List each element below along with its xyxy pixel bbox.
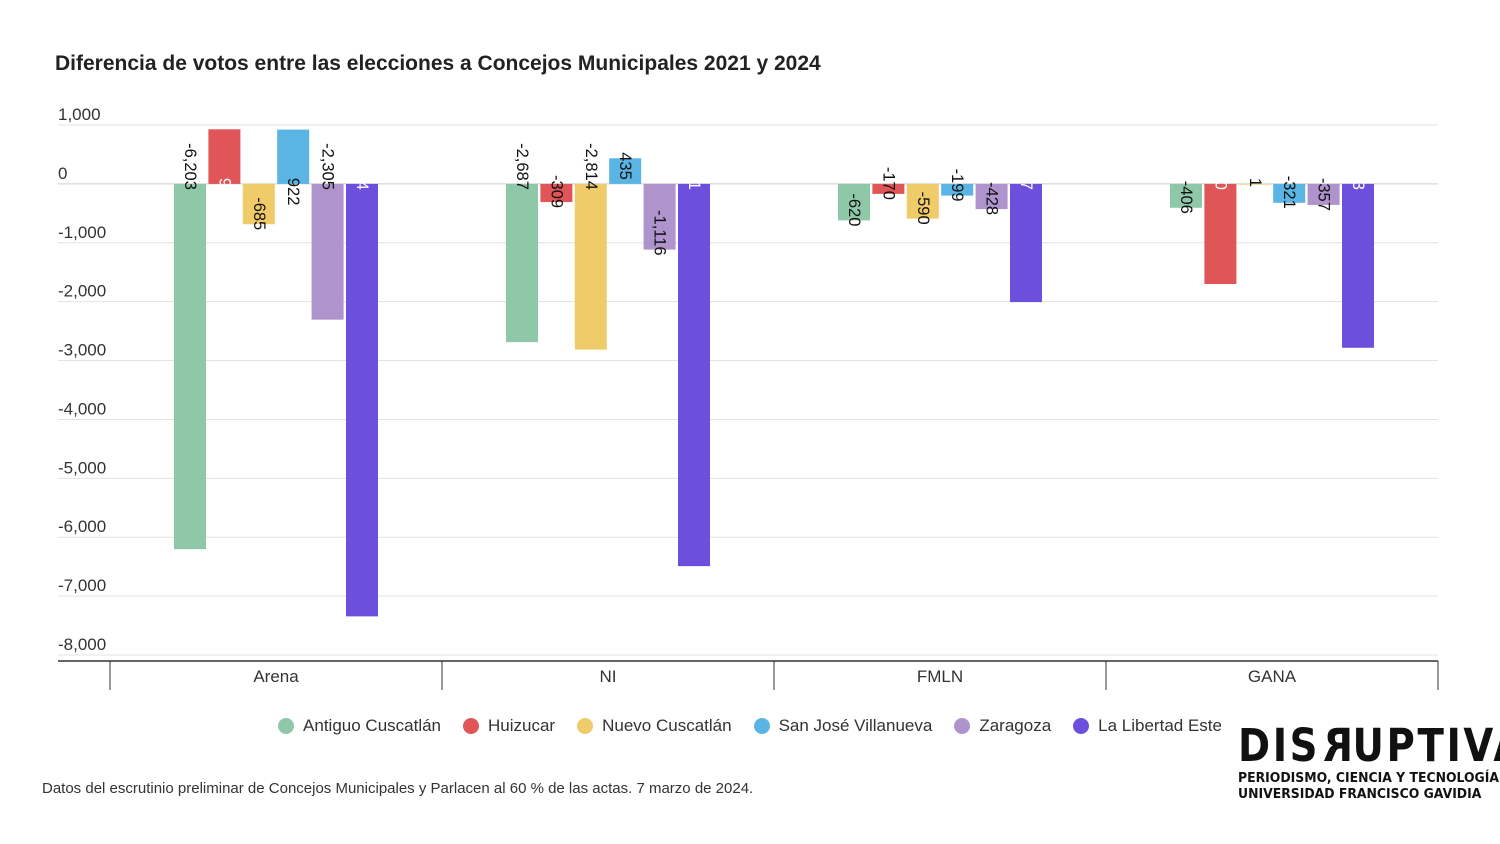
bar — [242, 183, 275, 225]
legend-item: Zaragoza — [954, 716, 1051, 736]
y-tick-label: 1,000 — [58, 105, 101, 124]
bar — [1204, 183, 1237, 284]
footnote: Datos del escrutinio preliminar de Conce… — [42, 780, 754, 797]
legend-item: Nuevo Cuscatlán — [577, 716, 732, 736]
y-tick-label: -6,000 — [58, 517, 106, 536]
bar-value-label: -590 — [914, 192, 932, 225]
y-axis-ticks: 1,000 0 -1,000 -2,000 -3,000 -4,000 -5,000 -6,0… — [58, 105, 106, 654]
legend-swatch — [463, 718, 480, 734]
bar-value-label: -309 — [547, 175, 565, 208]
x-tick-label: FMLN — [917, 667, 963, 686]
bar-value-label: -357 — [1315, 178, 1333, 211]
y-tick-label: -4,000 — [58, 399, 106, 418]
bar-value-label: -199 — [948, 169, 966, 202]
legend-swatch — [577, 718, 594, 734]
bar — [346, 183, 378, 617]
bar — [906, 183, 939, 219]
bar — [941, 183, 974, 196]
bar-value-label: 927 — [215, 178, 233, 206]
y-tick-label: -7,000 — [58, 576, 106, 595]
logo-tagline: PERIODISMO, CIENCIA Y TECNOLOGÍA — [1238, 770, 1499, 786]
x-axis: Arena NI FMLN GANA — [58, 660, 1439, 690]
bar-chart: 1,000 0 -1,000 -2,000 -3,000 -4,000 -5,000 -6,0… — [58, 105, 1439, 690]
logo-university: UNIVERSIDAD FRANCISCO GAVIDIA — [1238, 786, 1482, 802]
legend-swatch — [954, 718, 971, 734]
bar — [1238, 183, 1271, 185]
disruptiva-logo: DISRUPTIVA PERIODISMO, CIENCIA Y TECNOLO… — [1238, 719, 1500, 802]
bar-value-label: 435 — [616, 152, 634, 180]
legend-label: Nuevo Cuscatlán — [602, 716, 732, 735]
bar — [208, 129, 241, 184]
legend-item: Huizucar — [463, 716, 555, 736]
legend-item: Antiguo Cuscatlán — [278, 716, 441, 736]
bar-value-label: -1,116 — [651, 210, 669, 256]
bar-value-label: -428 — [983, 182, 1001, 215]
logo-word-end: UPTIVA — [1352, 719, 1500, 772]
legend-item: La Libertad Este — [1073, 716, 1222, 736]
bar — [1273, 183, 1306, 203]
y-tick-label: -3,000 — [58, 341, 106, 360]
legend: Antiguo Cuscatlán Huizucar Nuevo Cuscatlán… — [0, 716, 1500, 736]
legend-label: Antiguo Cuscatlán — [303, 716, 442, 735]
bar — [678, 183, 710, 567]
legend-swatch — [278, 718, 295, 734]
bar — [174, 183, 206, 550]
bar-value-label: -2,783 — [1349, 143, 1367, 190]
bar — [1170, 183, 1202, 208]
bar — [838, 183, 870, 221]
legend-label: Huizucar — [488, 716, 556, 735]
x-tick-label: GANA — [1248, 667, 1297, 686]
bars — [174, 129, 1374, 617]
chart-title: Diferencia de votos entre las elecciones… — [55, 52, 821, 75]
legend-swatch — [753, 718, 770, 734]
legend-swatch — [1073, 718, 1090, 734]
bar — [277, 129, 310, 184]
x-tick-label: Arena — [253, 667, 299, 686]
bar — [1342, 183, 1374, 348]
bar-value-label: -406 — [1177, 181, 1195, 214]
bar-value-label: -170 — [879, 167, 897, 200]
bar — [506, 183, 538, 343]
bar — [872, 183, 905, 194]
legend-label: La Libertad Este — [1098, 716, 1222, 735]
bar-value-label: 1 — [1246, 178, 1264, 187]
bar — [609, 158, 642, 184]
bar-value-label: -6,203 — [181, 143, 199, 190]
y-tick-label: -5,000 — [58, 458, 106, 477]
legend-label: San José Villanueva — [778, 716, 933, 735]
bar — [311, 183, 344, 320]
x-tick-label: NI — [600, 667, 617, 686]
logo-wordmark: DISRUPTIVA — [1238, 719, 1500, 772]
legend-item: San José Villanueva — [753, 716, 933, 736]
bar — [643, 183, 676, 250]
bar-value-label: -2,007 — [1017, 143, 1035, 190]
bar — [1010, 183, 1042, 303]
logo-word-start: DIS — [1238, 719, 1321, 772]
bar-value-label: -2,814 — [582, 143, 600, 190]
bar-labels: -6,203 927 -685 922 -2,305 -7,344 -2,687 -309 -2… — [181, 143, 1367, 256]
bar-value-label: -620 — [845, 193, 863, 226]
bar-value-label: -685 — [250, 197, 268, 230]
bar-value-label: -7,344 — [353, 143, 371, 190]
y-tick-label: -1,000 — [58, 223, 106, 242]
bar — [574, 183, 607, 350]
bar-value-label: -2,305 — [319, 143, 337, 190]
y-tick-label: -8,000 — [58, 635, 106, 654]
bar-value-label: -6,491 — [685, 143, 703, 190]
bar-value-label: 922 — [284, 178, 302, 206]
bar-value-label: -1,700 — [1211, 143, 1229, 190]
y-tick-label: 0 — [58, 164, 67, 183]
y-tick-label: -2,000 — [58, 282, 106, 301]
bar-value-label: -2,687 — [513, 143, 531, 190]
bar — [540, 183, 573, 203]
logo-word-reversed-letter: R — [1320, 719, 1353, 772]
bar — [975, 183, 1008, 210]
bar-value-label: -321 — [1280, 176, 1298, 209]
bar — [1307, 183, 1340, 205]
legend-label: Zaragoza — [979, 716, 1052, 735]
